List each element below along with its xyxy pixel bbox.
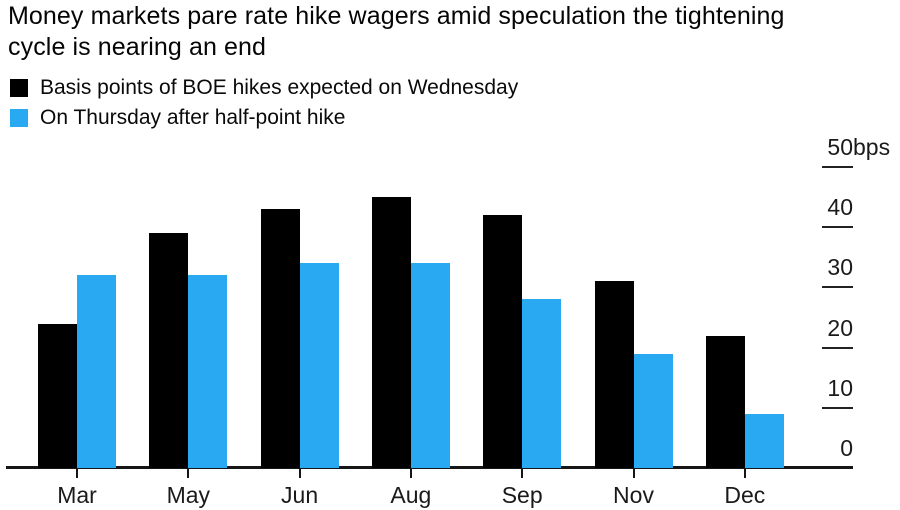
legend-swatch-black: [10, 78, 28, 97]
x-axis-tick-mar: [76, 468, 78, 478]
x-axis-label-nov: Nov: [613, 482, 654, 508]
y-axis-label-20: 20: [827, 314, 853, 341]
bar-dec-thursday: [744, 413, 784, 468]
x-axis-label-sep: Sep: [501, 482, 543, 508]
y-axis-label-10: 10: [827, 374, 853, 401]
bar-mar-wednesday: [38, 323, 77, 468]
legend-item-thursday: On Thursday after half-point hike: [10, 105, 518, 130]
x-axis-tick-may: [187, 468, 190, 478]
x-axis-tick-aug: [409, 468, 412, 478]
bar-aug-thursday: [410, 263, 450, 468]
bar-nov-thursday: [633, 353, 673, 468]
x-axis-label-aug: Aug: [390, 482, 432, 508]
bar-sep-thursday: [522, 299, 562, 468]
x-axis-tick-dec: [743, 468, 746, 478]
y-axis-label-0: 0: [840, 435, 853, 461]
x-axis-label-mar: Mar: [57, 482, 97, 508]
bar-may-wednesday: [149, 233, 189, 468]
x-axis-tick-jun: [298, 468, 301, 478]
bar-dec-wednesday: [705, 335, 745, 468]
y-axis-label-40: 40: [827, 194, 853, 221]
bar-jun-wednesday: [260, 209, 300, 468]
legend-item-wednesday: Basis points of BOE hikes expected on We…: [10, 75, 518, 100]
legend-swatch-blue: [10, 108, 28, 127]
legend: Basis points of BOE hikes expected on We…: [10, 75, 518, 135]
bar-jun-thursday: [299, 263, 339, 468]
bar-mar-thursday: [77, 275, 116, 468]
y-axis-tick-dash-20: [822, 346, 853, 349]
x-axis-label-jun: Jun: [281, 482, 319, 508]
legend-label-wednesday: Basis points of BOE hikes expected on We…: [40, 75, 519, 99]
y-axis-tick-dash-30: [822, 286, 853, 289]
x-axis-tick-nov: [632, 468, 635, 478]
y-axis-label-50: 50 bps: [827, 134, 891, 160]
bar-may-thursday: [188, 275, 228, 468]
y-axis-unit: bps: [853, 134, 891, 160]
bar-sep-wednesday: [483, 215, 523, 468]
chart-title: Money markets pare rate hike wagers amid…: [8, 2, 785, 61]
y-axis-tick-dash-50: [822, 166, 853, 168]
legend-label-thursday: On Thursday after half-point hike: [40, 105, 346, 129]
y-axis-label-30: 30: [827, 254, 853, 281]
x-axis-label-may: May: [166, 482, 211, 508]
x-axis-label-dec: Dec: [724, 482, 766, 508]
x-axis-tick-sep: [521, 468, 524, 478]
y-axis-tick-dash-10: [822, 406, 853, 409]
bar-nov-wednesday: [594, 281, 634, 468]
bar-aug-wednesday: [371, 197, 411, 468]
y-axis-tick-dash-40: [822, 226, 853, 229]
